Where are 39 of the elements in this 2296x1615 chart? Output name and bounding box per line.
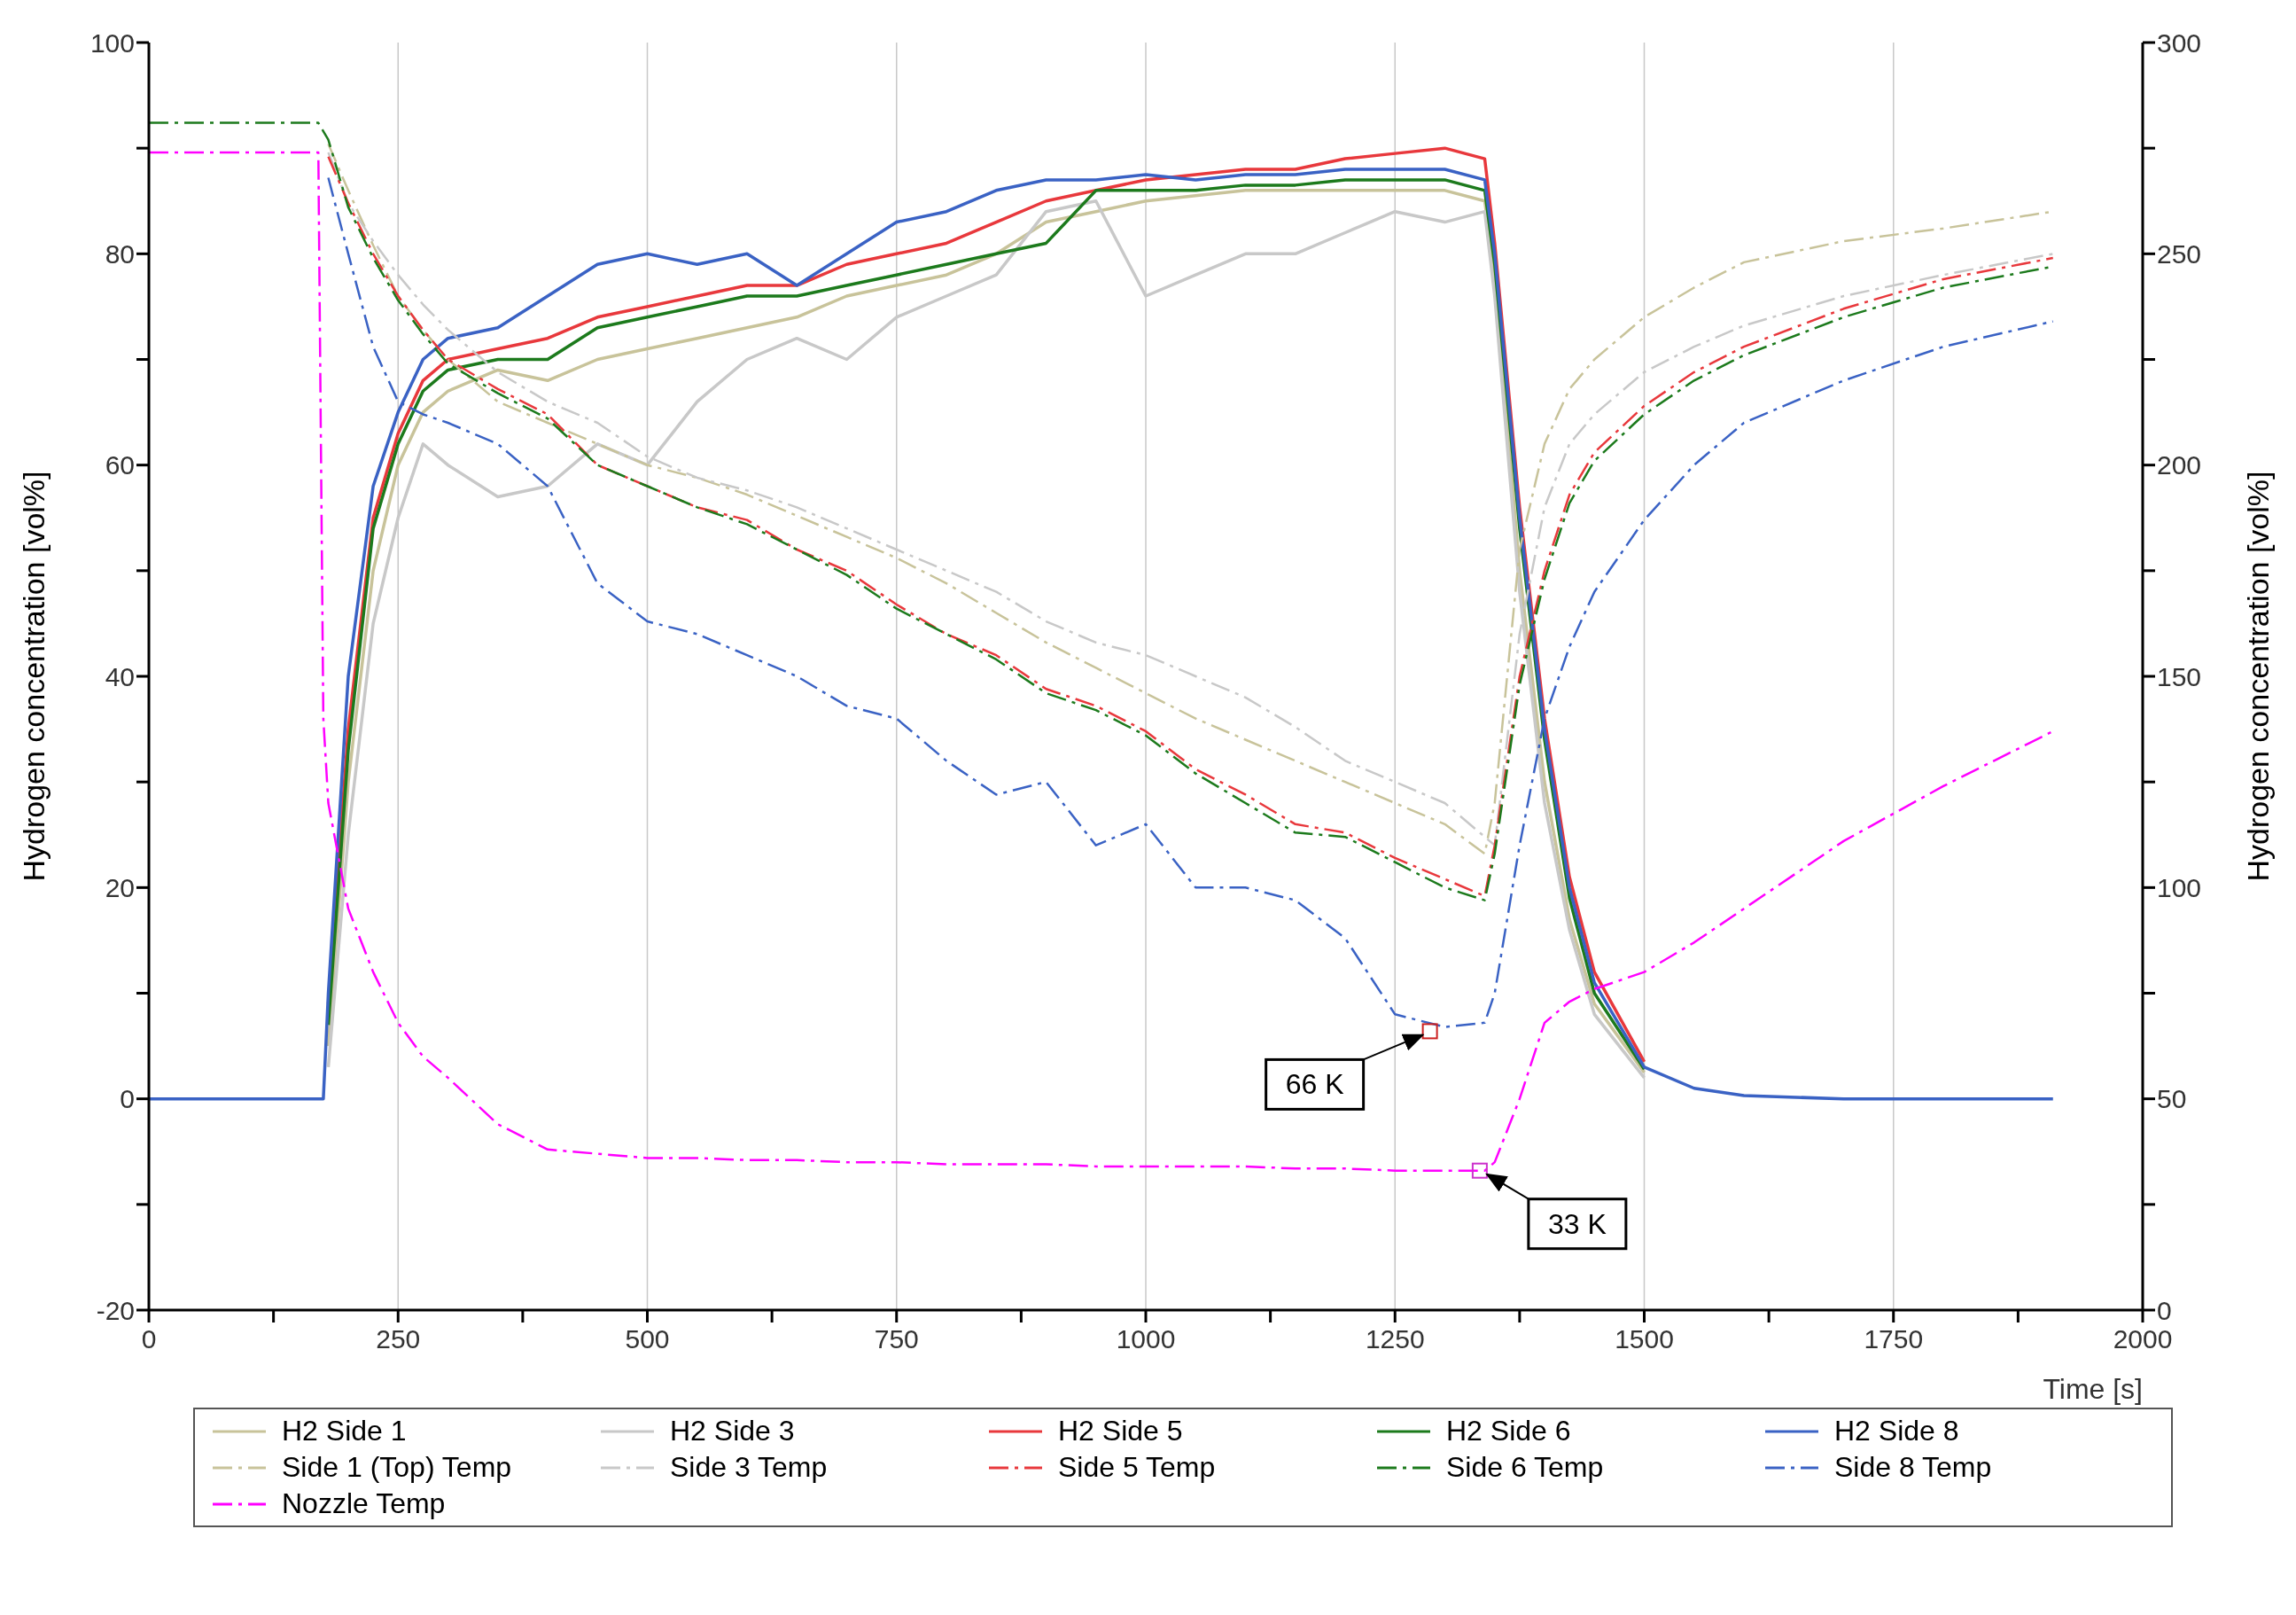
y2-tick-label: 150 [2157,661,2202,691]
y-tick-label: -20 [96,1295,135,1325]
y-tick-label: 80 [105,238,135,269]
y-axis-title: Hydrogen concentration [vol%] [17,471,51,882]
annotation: 66 K [1285,1068,1344,1101]
legend-label: H2 Side 5 [1058,1415,1183,1447]
x-axis-title: Time [s] [2043,1373,2143,1405]
x-tick-label: 1250 [1365,1324,1425,1354]
x-tick-label: 500 [625,1324,670,1354]
legend-label: Side 5 Temp [1058,1451,1216,1484]
x-tick-label: 1000 [1116,1324,1176,1354]
y2-tick-label: 300 [2157,27,2202,58]
y2-tick-label: 50 [2157,1084,2187,1114]
annotation: 33 K [1547,1207,1607,1240]
legend-label: H2 Side 8 [1834,1415,1959,1447]
x-tick-label: 1500 [1615,1324,1674,1354]
legend-label: H2 Side 6 [1446,1415,1571,1447]
legend-label: Side 1 (Top) Temp [282,1451,512,1484]
legend-label: Side 3 Temp [670,1451,828,1484]
legend-label: H2 Side 1 [282,1415,407,1447]
legend-label: Side 8 Temp [1834,1451,1992,1484]
x-tick-label: 2000 [2113,1324,2173,1354]
y-tick-label: 20 [105,872,135,902]
y2-tick-label: 0 [2157,1295,2172,1325]
y2-tick-label: 250 [2157,238,2202,269]
y2-axis-title: Hydrogen concentration [vol%] [2241,471,2276,882]
y2-tick-label: 100 [2157,872,2202,902]
y-tick-label: 0 [120,1084,135,1114]
y-tick-label: 100 [90,27,135,58]
x-tick-label: 0 [141,1324,157,1354]
y-tick-label: 40 [105,661,135,691]
legend-label: H2 Side 3 [670,1415,795,1447]
x-tick-label: 250 [376,1324,421,1354]
y-tick-label: 60 [105,450,135,480]
x-tick-label: 1750 [1864,1324,1924,1354]
legend-label: Nozzle Temp [282,1487,446,1520]
legend-label: Side 6 Temp [1446,1451,1604,1484]
y2-tick-label: 200 [2157,450,2202,480]
x-tick-label: 750 [874,1324,919,1354]
